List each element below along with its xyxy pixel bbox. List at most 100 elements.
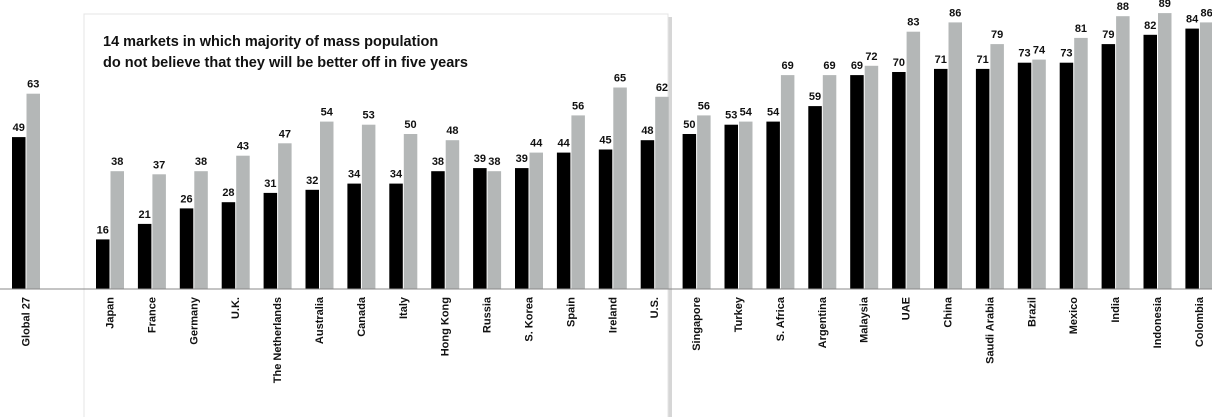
- value-label-grey-23: 74: [1033, 45, 1046, 57]
- bar-grey-18: [822, 75, 837, 289]
- bar-grey-1: [110, 171, 124, 289]
- bar-black-25: [1101, 44, 1116, 289]
- bar-grey-20: [906, 31, 921, 289]
- category-label-25: India: [1110, 296, 1122, 323]
- bar-grey-13: [613, 87, 627, 289]
- category-label-1: Japan: [105, 297, 117, 329]
- value-label-grey-1: 38: [111, 156, 123, 168]
- category-label-15: Singapore: [691, 297, 703, 351]
- value-label-black-19: 69: [851, 60, 863, 72]
- category-label-6: Australia: [314, 296, 326, 344]
- value-label-grey-19: 72: [865, 51, 877, 63]
- value-label-black-15: 50: [683, 119, 695, 131]
- value-label-grey-12: 56: [572, 100, 584, 112]
- value-label-black-9: 38: [432, 156, 444, 168]
- value-label-grey-26: 89: [1159, 0, 1171, 10]
- value-label-grey-7: 53: [363, 110, 375, 122]
- category-label-0: Global 27: [21, 297, 33, 347]
- value-label-black-26: 82: [1144, 20, 1156, 32]
- bar-grey-27: [1199, 22, 1212, 290]
- value-label-black-16: 53: [725, 110, 737, 122]
- category-label-21: China: [943, 296, 955, 327]
- bar-black-1: [96, 239, 110, 289]
- bar-black-7: [347, 183, 361, 289]
- bar-black-12: [556, 152, 571, 289]
- bar-black-3: [179, 208, 194, 289]
- bar-black-0: [12, 137, 26, 289]
- bar-grey-16: [739, 121, 753, 289]
- category-label-11: S. Korea: [524, 296, 536, 342]
- bar-grey-5: [278, 143, 292, 289]
- bar-black-23: [1017, 62, 1032, 290]
- value-label-black-1: 16: [97, 224, 109, 236]
- value-label-grey-4: 43: [237, 141, 249, 153]
- category-label-20: UAE: [901, 297, 913, 320]
- value-label-black-6: 32: [306, 175, 318, 187]
- bar-black-10: [473, 168, 487, 289]
- bar-black-15: [682, 134, 697, 289]
- value-label-black-11: 39: [516, 153, 528, 165]
- value-label-black-18: 59: [809, 91, 821, 103]
- value-label-black-3: 26: [180, 193, 192, 205]
- annotation-line-1: 14 markets in which majority of mass pop…: [103, 34, 438, 50]
- bar-black-6: [305, 189, 319, 289]
- bar-black-9: [431, 171, 445, 289]
- bar-grey-23: [1032, 59, 1046, 289]
- category-label-7: Canada: [356, 296, 368, 337]
- value-label-black-2: 21: [139, 209, 151, 221]
- value-label-grey-2: 37: [153, 159, 165, 171]
- value-label-black-22: 71: [977, 54, 989, 66]
- category-label-5: The Netherlands: [272, 297, 284, 383]
- bar-black-13: [598, 149, 613, 289]
- value-label-grey-18: 69: [823, 60, 835, 72]
- value-label-black-17: 54: [767, 107, 780, 119]
- value-label-black-20: 70: [893, 57, 905, 69]
- bar-black-4: [221, 202, 236, 289]
- bar-grey-8: [403, 134, 418, 289]
- bar-black-11: [515, 168, 529, 289]
- category-label-8: Italy: [398, 296, 410, 319]
- bar-black-8: [389, 183, 403, 289]
- bar-black-20: [892, 72, 906, 289]
- value-label-black-12: 44: [558, 138, 571, 150]
- bar-grey-0: [26, 93, 40, 289]
- value-label-grey-14: 62: [656, 82, 668, 94]
- category-label-2: France: [146, 297, 158, 333]
- annotation-line-2: do not believe that they will be better …: [103, 55, 468, 71]
- value-label-black-4: 28: [222, 187, 234, 199]
- value-label-grey-11: 44: [530, 138, 543, 150]
- bar-black-5: [263, 192, 278, 289]
- value-label-black-27: 84: [1186, 14, 1199, 26]
- bar-black-26: [1143, 34, 1157, 289]
- bar-black-18: [808, 106, 822, 289]
- value-label-grey-15: 56: [698, 100, 710, 112]
- category-label-4: U.K.: [230, 297, 242, 319]
- bar-black-17: [766, 121, 780, 289]
- bar-grey-2: [152, 174, 166, 289]
- category-label-19: Malaysia: [859, 296, 871, 343]
- bar-black-14: [640, 140, 655, 289]
- value-label-black-24: 73: [1060, 48, 1072, 60]
- category-label-14: U.S.: [649, 297, 661, 318]
- bar-grey-24: [1074, 37, 1088, 290]
- bar-black-19: [850, 75, 864, 289]
- value-label-grey-6: 54: [321, 107, 334, 119]
- value-label-black-13: 45: [599, 135, 611, 147]
- category-label-23: Brazil: [1026, 297, 1038, 327]
- bar-grey-7: [361, 124, 376, 289]
- value-label-grey-13: 65: [614, 73, 626, 85]
- bar-grey-15: [697, 115, 711, 290]
- bar-grey-12: [571, 115, 585, 290]
- bar-grey-22: [990, 44, 1004, 289]
- category-label-9: Hong Kong: [440, 297, 452, 356]
- category-label-13: Ireland: [607, 297, 619, 333]
- bar-grey-9: [445, 140, 460, 289]
- value-label-black-14: 48: [641, 125, 653, 137]
- category-label-24: Mexico: [1068, 297, 1080, 335]
- bar-black-2: [137, 223, 152, 289]
- category-label-26: Indonesia: [1152, 296, 1164, 348]
- bar-black-16: [724, 124, 738, 289]
- bar-grey-26: [1158, 13, 1172, 289]
- bar-black-24: [1059, 62, 1074, 290]
